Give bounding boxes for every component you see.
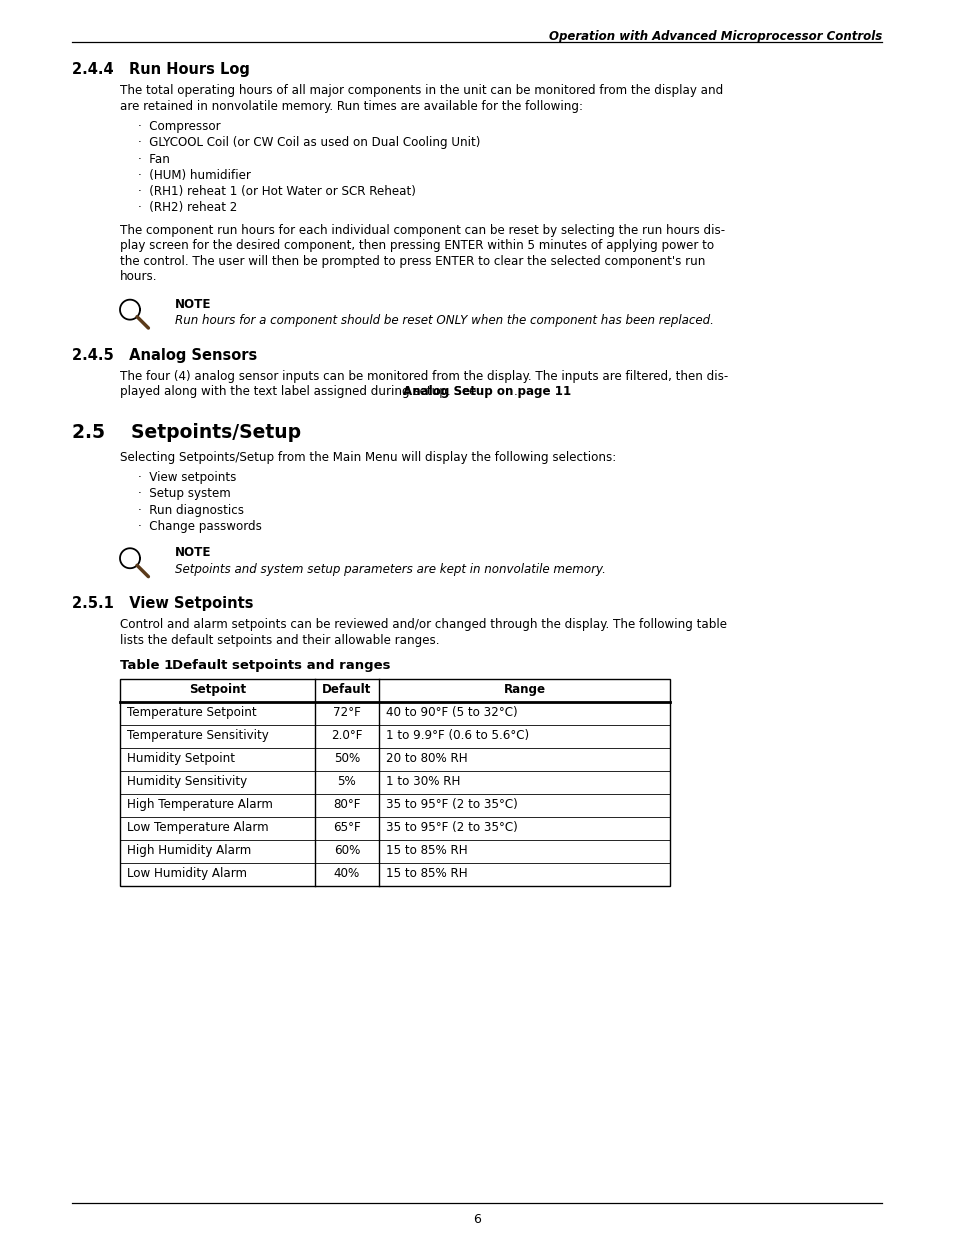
Text: 80°F: 80°F	[333, 798, 360, 811]
Text: 2.4.4   Run Hours Log: 2.4.4 Run Hours Log	[71, 62, 250, 77]
Text: ·  GLYCOOL Coil (or CW Coil as used on Dual Cooling Unit): · GLYCOOL Coil (or CW Coil as used on Du…	[138, 136, 480, 149]
Text: 60%: 60%	[334, 845, 360, 857]
Text: 1 to 30% RH: 1 to 30% RH	[386, 776, 460, 788]
Bar	[120, 679, 669, 887]
Text: Setpoints and system setup parameters are kept in nonvolatile memory.: Setpoints and system setup parameters ar…	[174, 563, 605, 576]
Text: High Humidity Alarm: High Humidity Alarm	[127, 845, 251, 857]
Text: ·  Change passwords: · Change passwords	[138, 520, 262, 534]
Text: 35 to 95°F (2 to 35°C): 35 to 95°F (2 to 35°C)	[386, 798, 517, 811]
Text: hours.: hours.	[120, 270, 157, 283]
Text: ·  Compressor: · Compressor	[138, 120, 220, 133]
Text: 2.5.1   View Setpoints: 2.5.1 View Setpoints	[71, 597, 253, 611]
Text: are retained in nonvolatile memory. Run times are available for the following:: are retained in nonvolatile memory. Run …	[120, 100, 582, 112]
Text: 2.0°F: 2.0°F	[331, 729, 362, 742]
Text: Temperature Setpoint: Temperature Setpoint	[127, 706, 256, 719]
Text: play screen for the desired component, then pressing ENTER within 5 minutes of a: play screen for the desired component, t…	[120, 240, 714, 252]
Text: 40%: 40%	[334, 867, 359, 881]
Text: Humidity Setpoint: Humidity Setpoint	[127, 752, 234, 766]
Text: ·  (HUM) humidifier: · (HUM) humidifier	[138, 169, 251, 182]
Text: Table 1: Table 1	[120, 659, 173, 672]
Text: 72°F: 72°F	[333, 706, 360, 719]
Text: the control. The user will then be prompted to press ENTER to clear the selected: the control. The user will then be promp…	[120, 254, 704, 268]
Text: 40 to 90°F (5 to 32°C): 40 to 90°F (5 to 32°C)	[386, 706, 517, 719]
Text: Selecting Setpoints/Setup from the Main Menu will display the following selectio: Selecting Setpoints/Setup from the Main …	[120, 451, 616, 463]
Text: Low Humidity Alarm: Low Humidity Alarm	[127, 867, 247, 881]
Text: 35 to 95°F (2 to 35°C): 35 to 95°F (2 to 35°C)	[386, 821, 517, 835]
Text: played along with the text label assigned during setup. See: played along with the text label assigne…	[120, 385, 479, 398]
Text: 15 to 85% RH: 15 to 85% RH	[386, 867, 467, 881]
Text: 2.5    Setpoints/Setup: 2.5 Setpoints/Setup	[71, 422, 301, 442]
Text: ·  Run diagnostics: · Run diagnostics	[138, 504, 244, 516]
Text: 65°F: 65°F	[333, 821, 360, 835]
Text: lists the default setpoints and their allowable ranges.: lists the default setpoints and their al…	[120, 634, 439, 647]
Text: 1 to 9.9°F (0.6 to 5.6°C): 1 to 9.9°F (0.6 to 5.6°C)	[386, 729, 529, 742]
Text: Default: Default	[322, 683, 372, 697]
Text: 2.4.5   Analog Sensors: 2.4.5 Analog Sensors	[71, 347, 257, 363]
Text: 15 to 85% RH: 15 to 85% RH	[386, 845, 467, 857]
Text: The four (4) analog sensor inputs can be monitored from the display. The inputs : The four (4) analog sensor inputs can be…	[120, 369, 727, 383]
Text: ·  View setpoints: · View setpoints	[138, 471, 236, 484]
Text: ·  Fan: · Fan	[138, 153, 170, 165]
Text: The component run hours for each individual component can be reset by selecting : The component run hours for each individ…	[120, 224, 724, 237]
Text: Default setpoints and ranges: Default setpoints and ranges	[172, 659, 390, 672]
Text: .: .	[514, 385, 517, 398]
Text: Low Temperature Alarm: Low Temperature Alarm	[127, 821, 269, 835]
Text: The total operating hours of all major components in the unit can be monitored f: The total operating hours of all major c…	[120, 84, 722, 98]
Text: Temperature Sensitivity: Temperature Sensitivity	[127, 729, 269, 742]
Text: NOTE: NOTE	[174, 298, 212, 311]
Text: 50%: 50%	[334, 752, 359, 766]
Text: 6: 6	[473, 1213, 480, 1226]
Text: Range: Range	[503, 683, 545, 697]
Text: Analog Setup on page 11: Analog Setup on page 11	[403, 385, 571, 398]
Text: High Temperature Alarm: High Temperature Alarm	[127, 798, 273, 811]
Text: Run hours for a component should be reset ONLY when the component has been repla: Run hours for a component should be rese…	[174, 314, 713, 327]
Text: ·  (RH2) reheat 2: · (RH2) reheat 2	[138, 201, 237, 215]
Text: NOTE: NOTE	[174, 546, 212, 559]
Text: ·  Setup system: · Setup system	[138, 488, 231, 500]
Text: ·  (RH1) reheat 1 (or Hot Water or SCR Reheat): · (RH1) reheat 1 (or Hot Water or SCR Re…	[138, 185, 416, 198]
Text: Humidity Sensitivity: Humidity Sensitivity	[127, 776, 247, 788]
Text: Operation with Advanced Microprocessor Controls: Operation with Advanced Microprocessor C…	[548, 30, 882, 43]
Text: Control and alarm setpoints can be reviewed and/or changed through the display. : Control and alarm setpoints can be revie…	[120, 619, 726, 631]
Text: 5%: 5%	[337, 776, 356, 788]
Text: Setpoint: Setpoint	[189, 683, 246, 697]
Text: 20 to 80% RH: 20 to 80% RH	[386, 752, 467, 766]
